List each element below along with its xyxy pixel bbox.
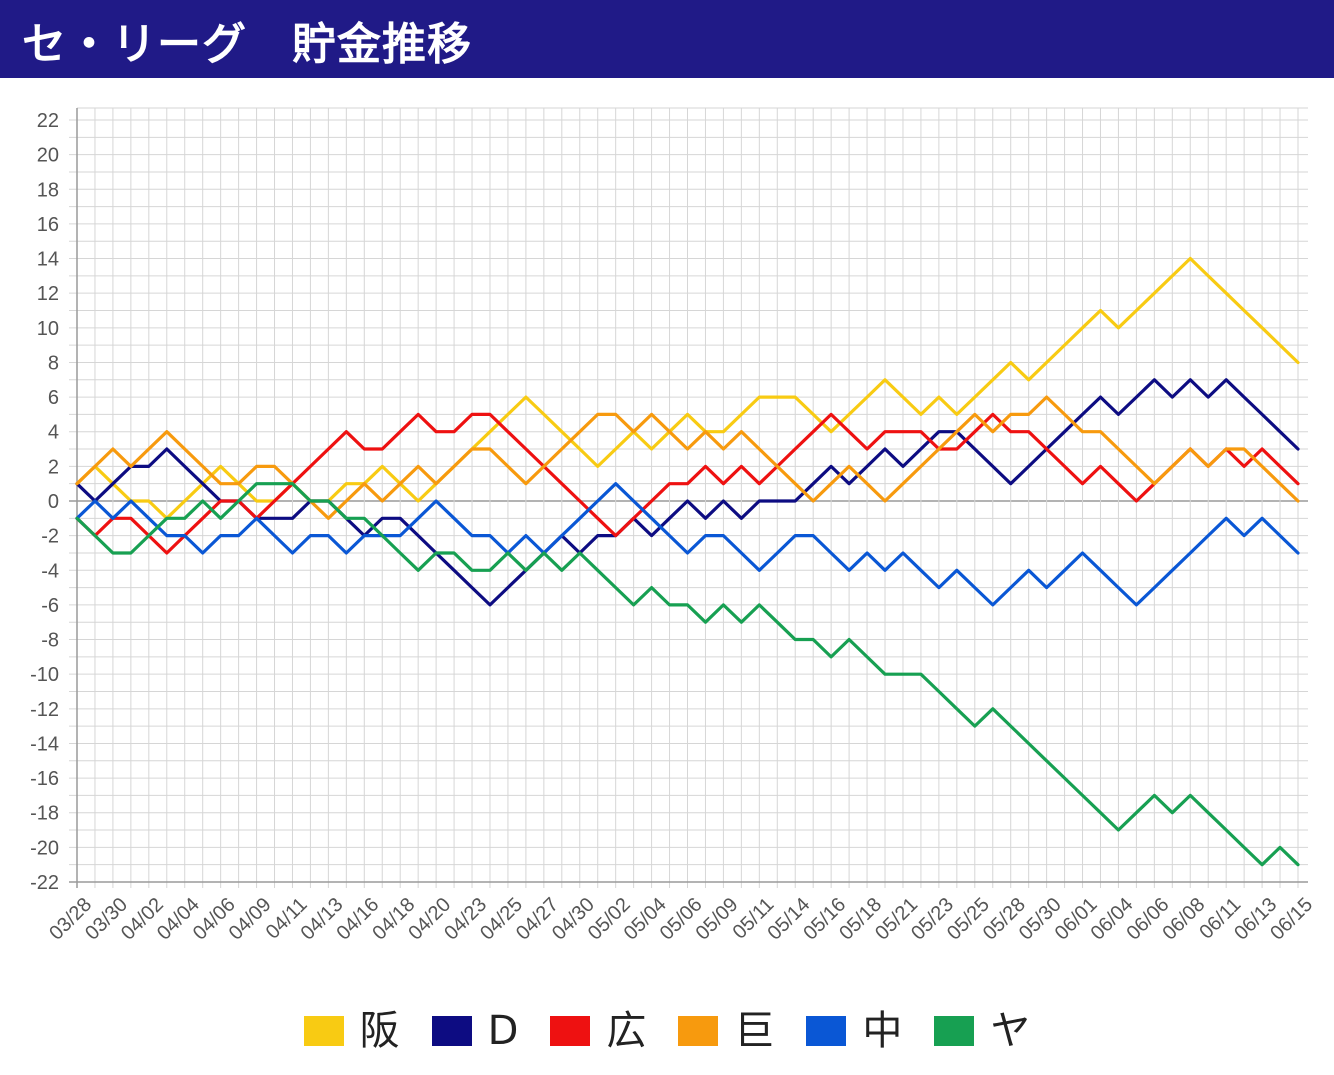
y-tick-label: -20: [30, 837, 59, 859]
x-tick-label: 06/08: [1158, 894, 1209, 945]
legend-swatch: [934, 1016, 975, 1046]
y-tick-label: -12: [30, 699, 59, 721]
legend-label: 阪: [359, 1008, 400, 1054]
x-tick-label: 05/09: [692, 894, 743, 945]
y-tick-label: 2: [48, 456, 59, 478]
legend-swatch: [431, 1016, 472, 1046]
x-tick-label: 06/15: [1266, 894, 1317, 945]
y-tick-label: -14: [30, 733, 59, 755]
y-tick-label: -4: [41, 560, 59, 582]
legend-label: D: [487, 1008, 519, 1054]
legend-label: 巨: [734, 1008, 775, 1054]
legend-label: ヤ: [990, 1008, 1031, 1054]
y-tick-label: -22: [30, 872, 59, 894]
y-tick-label: 10: [37, 318, 59, 340]
legend-swatch: [678, 1016, 719, 1046]
legend-swatch: [303, 1016, 344, 1046]
y-tick-label: 16: [37, 214, 59, 236]
series-line-5: [75, 482, 1300, 867]
legend-item: 巨: [678, 1011, 774, 1051]
legend-item: ヤ: [934, 1011, 1030, 1051]
y-tick-label: -10: [30, 664, 59, 686]
y-tick-label: -18: [30, 803, 59, 825]
y-tick-label: 0: [48, 491, 59, 513]
legend-label: 中: [862, 1008, 903, 1054]
header-bar: セ・リーグ 貯金推移: [0, 0, 1334, 78]
series-line-1: [75, 378, 1300, 607]
y-tick-label: 20: [37, 145, 59, 167]
x-tick-label: 04/09: [225, 894, 276, 945]
legend-label: 広: [606, 1008, 647, 1054]
series-line-2: [75, 412, 1300, 555]
y-tick-label: -6: [41, 595, 59, 617]
line-chart: 2220181614121086420-2-4-6-8-10-12-14-16-…: [30, 107, 1317, 945]
y-tick-label: 22: [37, 110, 59, 132]
legend-item: 阪: [303, 1008, 400, 1054]
y-tick-label: 14: [37, 249, 59, 271]
y-tick-label: -8: [41, 630, 59, 652]
y-tick-label: -2: [41, 526, 59, 548]
legend-item: 中: [806, 1011, 902, 1051]
grid: [69, 107, 1308, 888]
series-line-4: [75, 482, 1300, 607]
y-tick-label: 12: [37, 283, 59, 305]
page-title: セ・リーグ 貯金推移: [22, 19, 472, 70]
y-tick-label: 18: [37, 179, 59, 201]
y-tick-label: 8: [48, 352, 59, 374]
y-tick-label: 6: [48, 387, 59, 409]
legend-item: 広: [550, 1011, 646, 1051]
series-line-3: [75, 395, 1300, 520]
series-lines: [75, 256, 1300, 867]
legend-swatch: [806, 1016, 847, 1046]
y-tick-label: 4: [48, 422, 59, 444]
axes: 2220181614121086420-2-4-6-8-10-12-14-16-…: [30, 108, 1317, 945]
legend-item: D: [431, 1008, 519, 1054]
legend-swatch: [550, 1016, 591, 1046]
y-tick-label: -16: [30, 768, 59, 790]
